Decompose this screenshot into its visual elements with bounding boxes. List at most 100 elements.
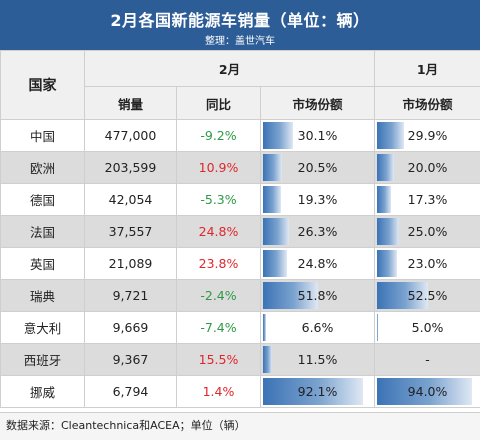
table-row: 法国 37,557 24.8% 26.3% 25.0%	[0, 215, 480, 248]
share-jan-cell-text: 94.0%	[407, 384, 448, 399]
country-cell: 瑞典	[0, 279, 85, 312]
yoy-cell-text: 15.5%	[198, 352, 239, 367]
yoy-cell: -7.4%	[176, 311, 261, 344]
country-cell: 英国	[0, 247, 85, 280]
country-cell-text: 意大利	[23, 321, 62, 336]
sales-cell-text: 21,089	[108, 256, 153, 271]
share-feb-cell-text: 26.3%	[297, 224, 338, 239]
sales-cell-text: 9,721	[112, 288, 149, 303]
yoy-cell-text: 24.8%	[198, 224, 239, 239]
sales-cell: 9,669	[84, 311, 177, 344]
country-cell-text: 西班牙	[23, 353, 62, 368]
table-row: 瑞典 9,721 -2.4% 51.8% 52.5%	[0, 279, 480, 312]
share-bar	[263, 122, 294, 149]
country-cell: 法国	[0, 215, 85, 248]
table-body: 中国 477,000 -9.2% 30.1% 29.9% 欧洲 203,599 10.9% 20…	[0, 119, 480, 408]
share-bar	[377, 122, 405, 149]
share-jan-cell-text: -	[425, 352, 430, 367]
share-jan-cell-text: 25.0%	[407, 224, 448, 239]
share-bar	[377, 250, 398, 277]
sales-cell: 9,367	[84, 343, 177, 376]
country-cell-text: 瑞典	[29, 289, 55, 304]
yoy-cell-text: -7.4%	[200, 320, 237, 335]
country-cell-text: 中国	[29, 129, 55, 144]
share-feb-column-header: 市场份额	[259, 86, 376, 120]
sales-cell: 42,054	[84, 183, 177, 216]
share-bar	[377, 218, 400, 245]
country-cell-text: 法国	[29, 225, 55, 240]
share-bar	[263, 186, 281, 213]
share-feb-cell: 26.3%	[259, 215, 376, 248]
month-jan-header: 1月	[374, 50, 480, 87]
sales-cell-text: 477,000	[104, 128, 157, 143]
share-jan-cell-text: 29.9%	[407, 128, 448, 143]
share-bar	[263, 154, 283, 181]
share-bar	[263, 314, 267, 341]
share-jan-cell-text: 5.0%	[411, 320, 444, 335]
country-column-header: 国家	[0, 50, 85, 120]
share-bar	[263, 282, 318, 309]
share-feb-cell-text: 24.8%	[297, 256, 338, 271]
sales-column-header: 销量	[84, 86, 177, 120]
month-feb-header: 2月	[83, 50, 376, 87]
share-bar	[377, 314, 379, 341]
share-feb-cell: 11.5%	[259, 343, 376, 376]
page-title: 2月各国新能源车销量（单位：辆）	[110, 11, 370, 30]
sales-cell: 6,794	[84, 375, 177, 408]
yoy-cell: 23.8%	[176, 247, 261, 280]
sales-table: 国家 2月 1月 销量 同比 市场份额 市场份额 中国 477,000 -9.2% 3…	[0, 50, 480, 408]
share-feb-cell-text: 30.1%	[297, 128, 338, 143]
share-bar	[263, 346, 272, 373]
country-cell-text: 英国	[29, 257, 55, 272]
share-bar	[377, 186, 392, 213]
country-cell: 西班牙	[0, 343, 85, 376]
table-row: 西班牙 9,367 15.5% 11.5% -	[0, 343, 480, 376]
yoy-cell-text: 1.4%	[202, 384, 235, 399]
title-banner: 2月各国新能源车销量（单位：辆） 整理：盖世汽车	[0, 0, 480, 50]
yoy-cell: 1.4%	[176, 375, 261, 408]
share-bar	[263, 378, 364, 405]
sales-cell-text: 203,599	[104, 160, 157, 175]
yoy-cell: -5.3%	[176, 183, 261, 216]
country-cell: 德国	[0, 183, 85, 216]
country-cell-text: 欧洲	[29, 161, 55, 176]
yoy-column-header: 同比	[176, 86, 261, 120]
sales-cell: 477,000	[84, 119, 177, 152]
share-jan-cell: 23.0%	[374, 247, 480, 280]
share-feb-cell-text: 20.5%	[297, 160, 338, 175]
share-feb-cell-text: 92.1%	[297, 384, 338, 399]
yoy-cell: 15.5%	[176, 343, 261, 376]
share-jan-cell: 20.0%	[374, 151, 480, 184]
sales-cell: 203,599	[84, 151, 177, 184]
share-jan-cell-text: 52.5%	[407, 288, 448, 303]
table-row: 中国 477,000 -9.2% 30.1% 29.9%	[0, 119, 480, 152]
share-bar	[263, 218, 289, 245]
sales-cell: 9,721	[84, 279, 177, 312]
share-feb-cell: 51.8%	[259, 279, 376, 312]
sales-cell-text: 9,669	[112, 320, 149, 335]
country-cell: 欧洲	[0, 151, 85, 184]
table-row: 英国 21,089 23.8% 24.8% 23.0%	[0, 247, 480, 280]
yoy-cell-text: -2.4%	[200, 288, 237, 303]
sales-cell-text: 37,557	[108, 224, 153, 239]
yoy-cell: -9.2%	[176, 119, 261, 152]
share-bar	[377, 378, 472, 405]
share-bar	[263, 250, 288, 277]
yoy-cell: -2.4%	[176, 279, 261, 312]
share-feb-cell-text: 51.8%	[297, 288, 338, 303]
yoy-cell-text: 10.9%	[198, 160, 239, 175]
share-jan-cell: 25.0%	[374, 215, 480, 248]
country-cell: 中国	[0, 119, 85, 152]
yoy-cell: 24.8%	[176, 215, 261, 248]
share-feb-cell: 6.6%	[259, 311, 376, 344]
share-jan-cell: 52.5%	[374, 279, 480, 312]
table-row: 欧洲 203,599 10.9% 20.5% 20.0%	[0, 151, 480, 184]
page-subtitle: 整理：盖世汽车	[205, 36, 275, 47]
country-cell-text: 德国	[29, 193, 55, 208]
footer: 数据来源：Cleantechnica和ACEA；单位（辆）	[0, 412, 480, 440]
share-feb-cell: 19.3%	[259, 183, 376, 216]
share-jan-cell: 17.3%	[374, 183, 480, 216]
yoy-cell-text: -9.2%	[200, 128, 237, 143]
sales-cell: 21,089	[84, 247, 177, 280]
country-cell: 挪威	[0, 375, 85, 408]
